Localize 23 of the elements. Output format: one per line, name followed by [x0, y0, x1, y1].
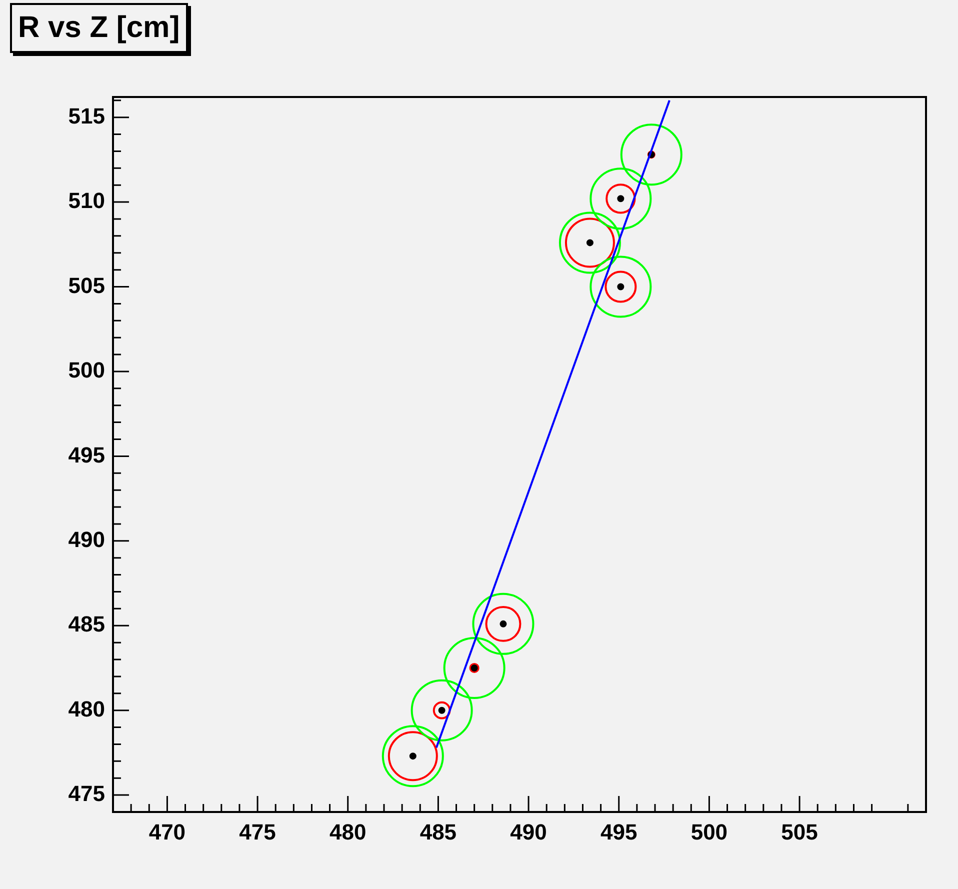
- x-tick-label: 500: [690, 819, 728, 844]
- y-tick-label: 485: [68, 612, 105, 637]
- y-tick-label: 480: [68, 696, 105, 722]
- point: [409, 752, 416, 760]
- x-tick-label: 475: [239, 819, 276, 844]
- y-tick-label: 495: [68, 442, 105, 468]
- point: [586, 239, 594, 246]
- chart-title: R vs Z [cm]: [10, 3, 188, 53]
- x-tick-label: 490: [510, 819, 547, 844]
- x-tick-label: 480: [330, 819, 366, 844]
- x-tick-label: 495: [600, 819, 638, 844]
- x-tick-label: 470: [148, 819, 186, 844]
- y-tick-label: 505: [68, 272, 105, 298]
- y-tick-label: 510: [68, 188, 105, 214]
- point: [500, 620, 507, 628]
- y-tick-label: 490: [68, 526, 105, 552]
- y-tick-label: 475: [68, 781, 105, 806]
- point: [617, 195, 624, 202]
- y-tick-label: 500: [68, 358, 105, 383]
- y-tick-label: 515: [68, 103, 105, 128]
- x-tick-label: 485: [420, 819, 457, 844]
- x-tick-label: 505: [781, 819, 818, 844]
- point: [617, 283, 624, 290]
